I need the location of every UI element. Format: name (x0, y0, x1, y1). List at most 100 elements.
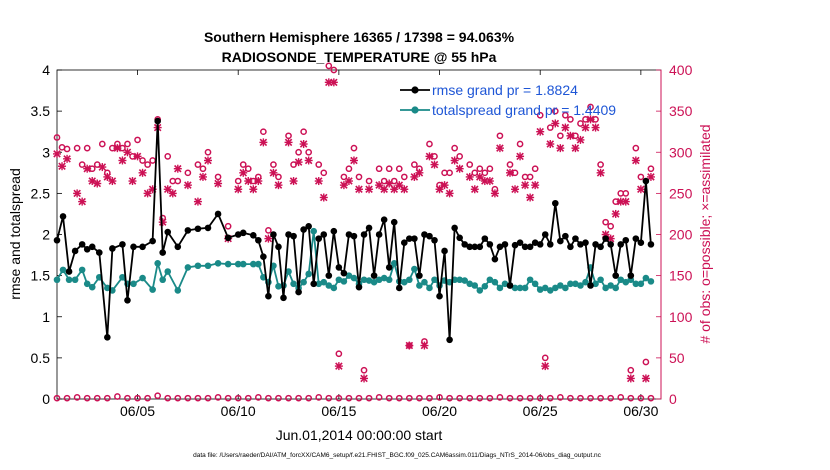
x-tick-label: 06/30 (623, 403, 658, 419)
rmse-point (280, 294, 287, 302)
obs-possible-point (315, 394, 323, 401)
rmse-point (370, 272, 378, 279)
totalspread-point (577, 282, 584, 289)
totalspread-point (501, 280, 509, 288)
obs-possible-point (174, 394, 182, 402)
totalspread-point (486, 276, 494, 284)
totalspread-point (250, 260, 257, 268)
rmse-point (521, 243, 529, 251)
obs-possible-point (194, 394, 202, 402)
obs-possible-point (577, 120, 584, 127)
obs-possible-point (632, 144, 640, 152)
obs-possible-point (587, 103, 594, 111)
rmse-point (109, 245, 116, 252)
rmse-point (416, 272, 423, 279)
obs-possible-point (466, 161, 474, 168)
legend-spread-marker (411, 106, 419, 114)
totalspread-point (526, 276, 534, 284)
totalspread-point (411, 265, 418, 273)
rmse-point (184, 227, 192, 234)
obs-possible-point (617, 394, 625, 401)
obs-possible-point (411, 161, 418, 168)
obs-assimilated-point (334, 362, 343, 371)
totalspread-point (552, 284, 559, 292)
rmse-point (647, 241, 655, 248)
obs-possible-point (426, 140, 433, 148)
obs-assimilated-point (299, 140, 308, 149)
totalspread-point (416, 282, 423, 289)
totalspread-point (285, 268, 292, 275)
obs-possible-point (93, 394, 101, 402)
rmse-point (642, 177, 650, 185)
y-tick-label: 2 (42, 227, 50, 243)
rmse-point (360, 231, 368, 238)
obs-assimilated-point (254, 177, 263, 186)
totalspread-point (602, 284, 609, 292)
rmse-point (104, 334, 111, 341)
obs-possible-point (602, 218, 609, 226)
totalspread-point (632, 280, 640, 288)
obs-possible-point (451, 144, 458, 152)
y2-axis-label: # of obs: o=possible; ×=assimilated (697, 124, 713, 343)
totalspread-point (622, 278, 630, 286)
rmse-point (446, 336, 453, 344)
rmse-point (466, 243, 474, 251)
obs-possible-point (597, 161, 604, 168)
obs-possible-point (375, 165, 383, 173)
obs-possible-point (224, 394, 232, 402)
totalspread-point (350, 274, 358, 282)
obs-possible-point (607, 222, 615, 230)
rmse-point (385, 264, 393, 271)
obs-assimilated-point (274, 181, 283, 190)
obs-possible-point (154, 392, 162, 400)
obs-assimilated-point (450, 156, 459, 165)
x-tick-label: 06/10 (221, 403, 256, 419)
totalspread-point (370, 278, 378, 286)
obs-possible-point (254, 394, 262, 401)
obs-assimilated-point (420, 341, 429, 350)
rmse-point (617, 241, 625, 248)
obs-possible-point (275, 173, 282, 181)
rmse-point (174, 243, 182, 251)
obs-assimilated-point (239, 168, 248, 177)
obs-assimilated-point (415, 168, 424, 177)
rmse-point (290, 232, 297, 240)
obs-possible-point (486, 394, 494, 402)
obs-assimilated-point (234, 185, 243, 194)
rmse-point (496, 243, 504, 251)
obs-possible-point (531, 165, 539, 173)
rmse-point (260, 253, 267, 261)
totalspread-point (345, 272, 353, 279)
obs-possible-point (345, 394, 353, 402)
totalspread-point (567, 280, 574, 288)
rmse-point (486, 241, 494, 248)
totalspread-point (607, 282, 614, 289)
obs-possible-point (526, 394, 534, 402)
obs-possible-point (199, 165, 207, 173)
rmse-point (154, 117, 161, 125)
obs-possible-point (536, 394, 544, 402)
obs-possible-point (375, 394, 383, 401)
y2-tick-label: 200 (669, 227, 693, 243)
obs-assimilated-point (636, 185, 645, 194)
obs-assimilated-point (646, 172, 655, 181)
obs-possible-point (234, 177, 242, 185)
obs-possible-point (53, 134, 61, 141)
obs-possible-point (114, 393, 121, 400)
rmse-point (557, 237, 564, 245)
rmse-point (330, 227, 338, 235)
obs-possible-point (647, 165, 655, 173)
obs-assimilated-point (465, 172, 474, 181)
totalspread-point (255, 260, 262, 268)
obs-possible-point (536, 111, 544, 119)
totalspread-point (572, 280, 579, 288)
rmse-point (335, 264, 343, 271)
obs-possible-point (144, 161, 151, 168)
rmse-point (612, 272, 619, 279)
totalspread-point (65, 276, 73, 284)
obs-possible-point (476, 394, 484, 402)
totalspread-point (481, 283, 489, 290)
totalspread-point (592, 280, 599, 288)
rmse-point (597, 243, 604, 251)
totalspread-point (385, 276, 393, 284)
